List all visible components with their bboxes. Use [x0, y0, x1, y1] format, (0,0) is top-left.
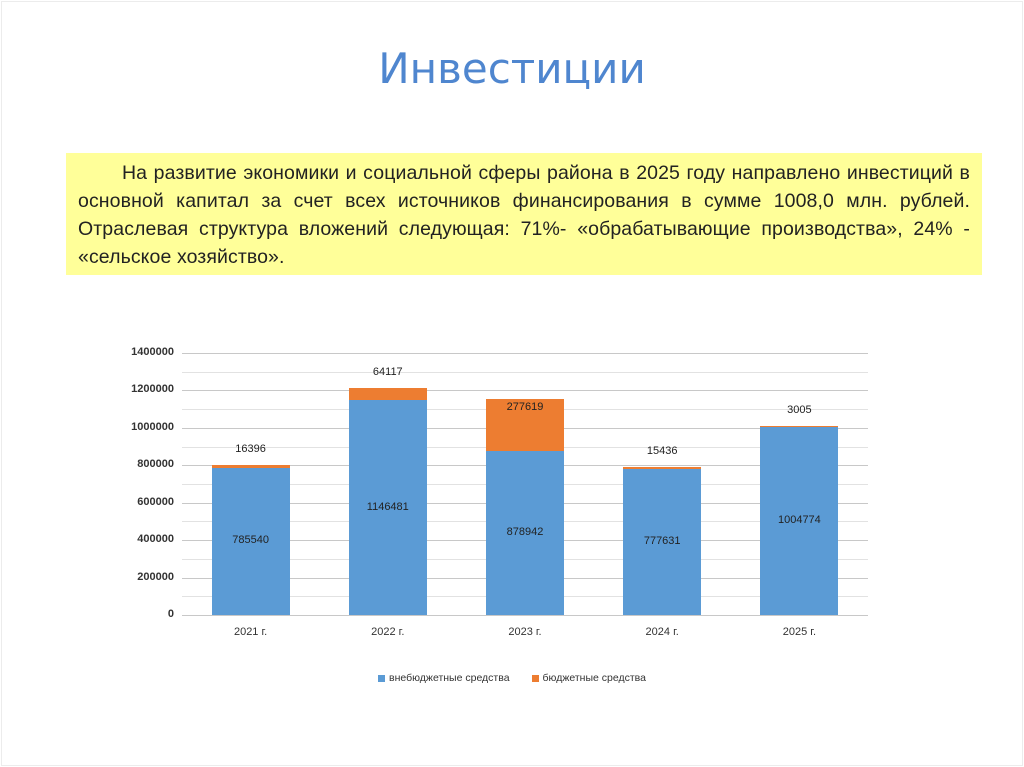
- bar-2021: [211, 464, 290, 615]
- data-label-extrabudget: 1004774: [777, 513, 821, 526]
- y-tick-label: 600000: [137, 496, 174, 508]
- bar-segment-budget: [348, 388, 427, 401]
- bar-segment-extrabudget: [348, 400, 427, 615]
- data-label-budget: 3005: [787, 404, 812, 417]
- data-label-extrabudget: 785540: [232, 534, 269, 547]
- legend-swatch-icon: [378, 674, 386, 682]
- bar-segment-extrabudget: [760, 426, 839, 615]
- bar-segment-budget: [211, 464, 290, 468]
- gridline: [182, 372, 868, 373]
- y-tick-label: 200000: [137, 571, 174, 583]
- summary-text: На развитие экономики и социальной сферы…: [78, 162, 970, 268]
- gridline: [182, 353, 868, 354]
- summary-textbox: На развитие экономики и социальной сферы…: [66, 153, 982, 275]
- legend-item: внебюджетные средства: [378, 672, 510, 684]
- bar-2025: [760, 426, 839, 615]
- data-label-budget: 16396: [235, 442, 266, 455]
- x-tick-label: 2021 г.: [233, 626, 268, 638]
- bar-segment-extrabudget: [623, 469, 702, 615]
- data-label-extrabudget: 878942: [506, 525, 544, 538]
- page-title: Инвестиции: [378, 44, 646, 93]
- gridline: [182, 390, 868, 391]
- bar-segment-budget: [486, 398, 564, 451]
- bar-2023: [486, 398, 564, 615]
- y-tick-label: 400000: [137, 533, 174, 545]
- y-tick-label: 0: [167, 608, 174, 620]
- data-label-extrabudget: 1146481: [366, 500, 409, 513]
- data-label-budget: 64117: [372, 366, 403, 379]
- bar-segment-budget: [760, 426, 839, 428]
- bar-segment-extrabudget: [211, 467, 290, 615]
- chart-legend: внебюджетные средства бюджетные средства: [0, 672, 1024, 684]
- data-label-budget: 277619: [506, 400, 544, 413]
- x-tick-label: 2025 г.: [782, 626, 817, 638]
- bar-segment-extrabudget: [486, 450, 564, 615]
- y-tick-label: 800000: [137, 458, 174, 470]
- data-label-extrabudget: 777631: [643, 535, 681, 548]
- legend-label: бюджетные средства: [542, 672, 646, 684]
- bar-2022: [348, 388, 427, 615]
- legend-label: внебюджетные средства: [389, 672, 510, 684]
- y-tick-label: 1400000: [131, 346, 174, 358]
- x-tick-label: 2022 г.: [371, 626, 405, 638]
- y-tick-label: 1000000: [131, 421, 174, 433]
- legend-swatch-icon: [531, 674, 539, 682]
- bar-2024: [623, 466, 702, 615]
- x-tick-label: 2023 г.: [508, 626, 542, 638]
- data-label-budget: 15436: [646, 444, 678, 457]
- y-tick-label: 1200000: [131, 383, 174, 395]
- x-tick-label: 2024 г.: [645, 626, 679, 638]
- legend-item: бюджетные средства: [531, 672, 646, 684]
- bar-segment-budget: [623, 466, 702, 470]
- gridline: [182, 615, 868, 616]
